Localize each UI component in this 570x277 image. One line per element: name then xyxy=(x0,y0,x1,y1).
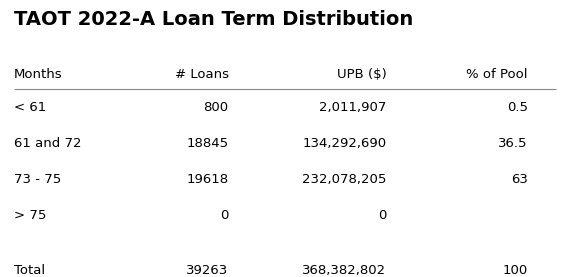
Text: Total: Total xyxy=(14,264,45,276)
Text: 0.5: 0.5 xyxy=(507,101,528,114)
Text: 0: 0 xyxy=(220,209,229,222)
Text: UPB ($): UPB ($) xyxy=(337,68,386,81)
Text: < 61: < 61 xyxy=(14,101,46,114)
Text: 63: 63 xyxy=(511,173,528,186)
Text: Months: Months xyxy=(14,68,63,81)
Text: 368,382,802: 368,382,802 xyxy=(303,264,386,276)
Text: 2,011,907: 2,011,907 xyxy=(319,101,386,114)
Text: % of Pool: % of Pool xyxy=(466,68,528,81)
Text: 73 - 75: 73 - 75 xyxy=(14,173,62,186)
Text: 0: 0 xyxy=(378,209,386,222)
Text: 19618: 19618 xyxy=(186,173,229,186)
Text: 232,078,205: 232,078,205 xyxy=(302,173,386,186)
Text: 134,292,690: 134,292,690 xyxy=(303,137,386,150)
Text: > 75: > 75 xyxy=(14,209,46,222)
Text: 36.5: 36.5 xyxy=(498,137,528,150)
Text: 800: 800 xyxy=(203,101,229,114)
Text: 100: 100 xyxy=(503,264,528,276)
Text: TAOT 2022-A Loan Term Distribution: TAOT 2022-A Loan Term Distribution xyxy=(14,10,413,29)
Text: 18845: 18845 xyxy=(186,137,229,150)
Text: 39263: 39263 xyxy=(186,264,229,276)
Text: 61 and 72: 61 and 72 xyxy=(14,137,82,150)
Text: # Loans: # Loans xyxy=(174,68,229,81)
